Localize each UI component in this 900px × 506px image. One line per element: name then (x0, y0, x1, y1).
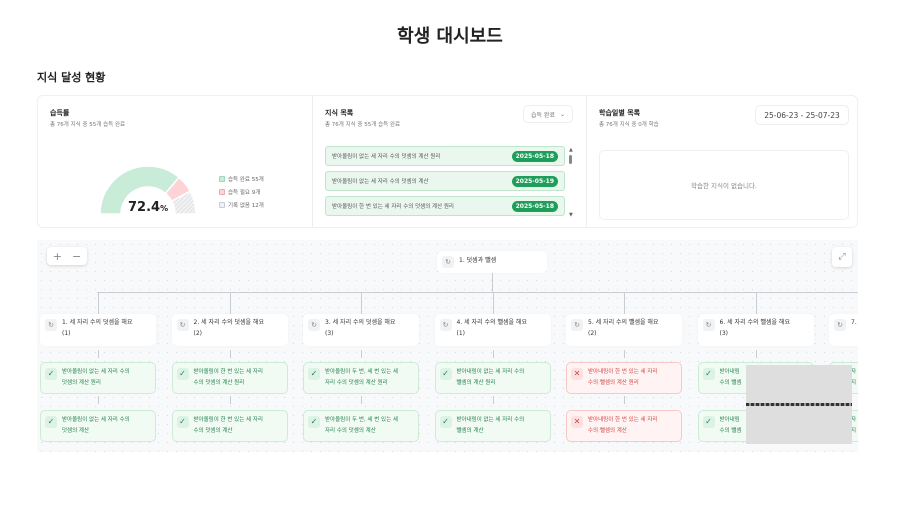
node-icon: ↻ (439, 319, 452, 331)
mastery-subtitle: 총 76개 지식 중 55개 습득 완료 (50, 122, 126, 128)
check-icon: ✓ (439, 416, 452, 428)
knowledge-node[interactable]: ✓ 받아올림이 없는 세 자리 수의 덧셈의 계산 원리 (40, 362, 156, 394)
knowledge-subtitle: 총 76개 지식 중 55개 습득 완료 (325, 122, 401, 128)
check-icon: ✓ (308, 368, 320, 380)
unit-node[interactable]: ↻ 3. 세 자리 수의 덧셈을 해요 (3) (303, 314, 419, 346)
zoom-controls: + − (47, 247, 87, 265)
connector (361, 396, 362, 404)
mastery-panel: 습득률 총 76개 지식 중 55개 습득 완료 72.4% 습득 완료 55개… (38, 96, 312, 227)
connector (624, 292, 625, 314)
node-icon: ↻ (442, 256, 454, 268)
node-icon: ↻ (176, 319, 189, 331)
connector (493, 396, 494, 404)
connector (493, 350, 494, 358)
daily-panel: 학습일별 목록 총 76개 지식 중 0개 학습 25-06-23 - 25-0… (586, 96, 859, 227)
legend-mastered: 습득 완료 55개 (219, 175, 264, 183)
connector (756, 350, 757, 358)
date-range-picker[interactable]: 25-06-23 - 25-07-23 (755, 105, 849, 125)
connector (624, 396, 625, 404)
page-title: 학생 대시보드 (397, 26, 503, 47)
connector (493, 292, 494, 314)
knowledge-item[interactable]: 받아올림이 없는 세 자리 수의 덧셈의 계산 2025-05-19 (325, 171, 565, 191)
check-icon: ✓ (45, 416, 57, 428)
filter-dropdown[interactable]: 습득 완료 ⌄ (523, 105, 573, 123)
summary-card: 습득률 총 76개 지식 중 55개 습득 완료 72.4% 습득 완료 55개… (37, 95, 858, 228)
daily-subtitle: 총 76개 지식 중 0개 학습 (599, 122, 659, 128)
check-icon: ✓ (45, 368, 57, 380)
knowledge-node[interactable]: ✓ 받아올림이 두 번, 세 번 있는 세 자리 수의 덧셈의 계산 (303, 410, 419, 442)
knowledge-node[interactable]: ✓ 받아내림이 없는 세 자리 수의 뺄셈의 계산 원리 (434, 362, 551, 394)
mastery-gauge (99, 165, 197, 215)
knowledge-item[interactable]: 받아올림이 없는 세 자리 수의 덧셈의 계산 원리 2025-05-18 (325, 146, 565, 166)
connector (361, 350, 362, 358)
zoom-out-button[interactable]: − (72, 249, 82, 263)
node-icon: ↻ (702, 319, 715, 331)
unit-node[interactable]: ↻ 1. 세 자리 수의 덧셈을 해요 (1) (40, 314, 156, 346)
unit-node[interactable]: ↻ 4. 세 자리 수의 뺄셈을 해요 (1) (434, 314, 551, 346)
knowledge-node[interactable]: ✓ 받아올림이 없는 세 자리 수의 덧셈의 계산 (40, 410, 156, 442)
expand-icon: ⤢ (838, 252, 846, 262)
connector (230, 292, 231, 314)
knowledge-node[interactable]: ✓ 받아올림이 한 번 있는 세 자리 수의 덧셈의 계산 원리 (171, 362, 288, 394)
connector (98, 350, 99, 358)
node-icon: ↻ (834, 319, 846, 331)
unit-node[interactable]: ↻ 6. 세 자리 수의 뺄셈을 해요 (3) (697, 314, 814, 346)
connector (492, 273, 493, 292)
connector (361, 292, 362, 314)
x-icon: ✕ (571, 416, 583, 428)
check-icon: ✓ (176, 368, 189, 380)
check-icon: ✓ (702, 368, 715, 380)
x-icon: ✕ (571, 368, 583, 380)
unit-node[interactable]: ↻ 5. 세 자리 수의 뺄셈을 해요 (2) (566, 314, 682, 346)
knowledge-node[interactable]: ✓ 받아내림이 없는 세 자리 수의 뺄셈의 계산 (434, 410, 551, 442)
connector (98, 396, 99, 404)
scrollbar[interactable]: ▲ ▼ (569, 147, 573, 218)
knowledge-item[interactable]: 받아올림이 한 번 있는 세 자리 수의 덧셈의 계산 원리 2025-05-18 (325, 196, 565, 216)
chevron-down-icon: ⌄ (559, 110, 566, 118)
connector (756, 292, 757, 314)
knowledge-node[interactable]: ✕ 받아내림이 한 번 있는 세 자리 수의 뺄셈의 계산 원리 (566, 362, 682, 394)
knowledge-node[interactable]: ✓ 받아올림이 한 번 있는 세 자리 수의 덧셈의 계산 (171, 410, 288, 442)
node-icon: ↻ (308, 319, 320, 331)
empty-message: 학습한 지식이 없습니다. (599, 150, 849, 220)
node-icon: ↻ (571, 319, 583, 331)
check-icon: ✓ (439, 368, 452, 380)
image-overlay (746, 365, 852, 444)
section-title: 지식 달성 현황 (37, 71, 106, 84)
connector (97, 292, 858, 293)
daily-title: 학습일별 목록 (599, 109, 641, 117)
zoom-in-button[interactable]: + (52, 249, 62, 263)
root-node[interactable]: ↻ 1. 덧셈과 뺄셈 (437, 251, 547, 273)
unit-node[interactable]: ↻ 2. 세 자리 수의 덧셈을 해요 (2) (171, 314, 288, 346)
legend-no-record: 기록 없음 12개 (219, 201, 264, 209)
connector (230, 350, 231, 358)
mastery-percent: 72.4% (128, 200, 169, 215)
knowledge-tree-canvas[interactable]: ↻ 1. 덧셈과 뺄셈 ↻ 1. 세 자리 수의 덧셈을 해요 (1) ✓ 받아올림이 없… (37, 240, 858, 452)
check-icon: ✓ (176, 416, 189, 428)
check-icon: ✓ (308, 416, 320, 428)
knowledge-title: 지식 목록 (325, 109, 354, 117)
connector (624, 350, 625, 358)
check-icon: ✓ (702, 416, 715, 428)
mastery-title: 습득률 (50, 109, 70, 117)
legend-needed: 습득 필요 9개 (219, 188, 260, 196)
fit-view-button[interactable]: ⤢ (832, 247, 852, 267)
knowledge-node[interactable]: ✓ 받아올림이 두 번, 세 번 있는 세 자리 수의 덧셈의 계산 원리 (303, 362, 419, 394)
connector (230, 396, 231, 404)
knowledge-node[interactable]: ✕ 받아내림이 한 번 있는 세 자리 수의 뺄셈의 계산 (566, 410, 682, 442)
gauge-segment-2 (170, 190, 197, 215)
unit-node[interactable]: ↻ 7. (829, 314, 858, 346)
knowledge-panel: 지식 목록 총 76개 지식 중 55개 습득 완료 습득 완료 ⌄ 받아올림이 … (312, 96, 586, 227)
node-icon: ↻ (45, 319, 57, 331)
connector (98, 292, 99, 314)
